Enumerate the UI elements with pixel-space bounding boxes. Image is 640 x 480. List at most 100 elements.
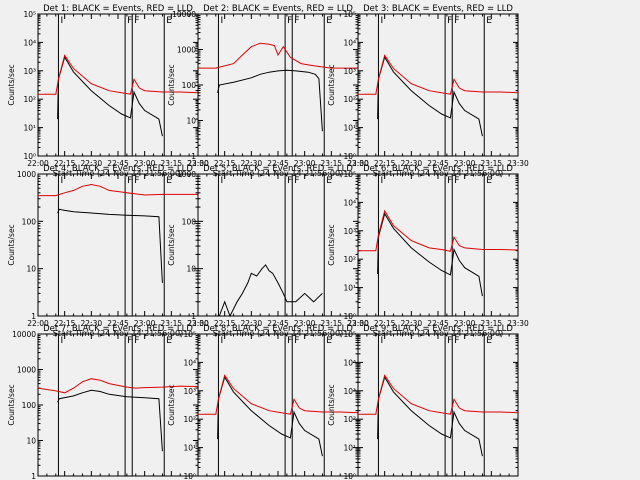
- y-tick-label: 1000: [17, 170, 36, 179]
- y-tick-label: 10⁰: [183, 472, 196, 480]
- chart-title: Det 6: BLACK = Events, RED = LLD: [363, 164, 513, 174]
- y-tick-label: 10³: [343, 387, 356, 396]
- x-tick-label: 23:30: [507, 159, 529, 168]
- y-tick-label: 10¹: [343, 124, 356, 133]
- y-axis-label: Counts/sec: [7, 224, 16, 265]
- y-axis-label: Counts/sec: [327, 224, 336, 265]
- y-tick-label: 10³: [343, 227, 356, 236]
- series-line-events: [57, 389, 163, 452]
- chart-title: Det 9: BLACK = Events, RED = LLD: [363, 324, 513, 334]
- x-tick-label: 23:15: [481, 159, 503, 168]
- y-tick-label: 10²: [343, 415, 356, 424]
- x-tick-label: 23:30: [187, 319, 209, 328]
- y-tick-label: 100: [22, 401, 37, 410]
- series-line-lld: [198, 42, 358, 69]
- series-line-events: [57, 208, 163, 283]
- series-line-events: [217, 69, 323, 132]
- y-tick-label: 10⁴: [343, 358, 356, 367]
- marker-label-e: E: [486, 16, 492, 26]
- y-axis-label: Counts/sec: [167, 224, 176, 265]
- y-tick-label: 10⁵: [343, 330, 356, 339]
- x-tick-label: 22:00: [347, 319, 369, 328]
- x-tick-label: 22:00: [27, 319, 49, 328]
- y-tick-label: 10⁴: [183, 358, 196, 367]
- y-axis-label: Counts/sec: [167, 64, 176, 105]
- y-tick-label: 10³: [343, 67, 356, 76]
- x-tick-label: 23:00: [294, 159, 316, 168]
- series-line-events: [218, 264, 323, 318]
- x-tick-label: 22:30: [401, 159, 423, 168]
- x-tick-label: 23:15: [321, 319, 343, 328]
- chart-panel-5: Det 5: BLACK = Events, RED = LLD 1 10 100 10…: [167, 164, 369, 338]
- y-tick-label: 10⁰: [343, 152, 356, 161]
- y-axis-label: Counts/sec: [7, 64, 16, 105]
- marker-label-f: F: [127, 16, 132, 26]
- marker-label-e: E: [166, 336, 172, 346]
- x-tick-label: 23:00: [134, 319, 156, 328]
- series-line-lld: [358, 54, 519, 95]
- y-tick-label: 1000: [177, 170, 196, 179]
- y-tick-label: 100: [22, 217, 37, 226]
- series-line-lld: [38, 54, 199, 95]
- series-line-events: [377, 55, 483, 137]
- chart-title: Det 2: BLACK = Events, RED = LLD: [203, 4, 353, 14]
- y-tick-label: 10⁴: [23, 38, 36, 47]
- x-tick-label: 22:30: [81, 319, 103, 328]
- x-tick-label: 23:30: [507, 319, 529, 328]
- series-line-events: [57, 55, 163, 137]
- marker-label-i: I: [60, 176, 63, 186]
- y-tick-label: 10⁵: [23, 10, 36, 19]
- y-axis-label: Counts/sec: [7, 384, 16, 425]
- x-tick-label: 22:45: [107, 319, 129, 328]
- marker-label-f: F: [294, 176, 299, 186]
- y-tick-label: 100: [182, 81, 197, 90]
- y-tick-label: 1: [31, 312, 36, 321]
- y-tick-label: 10¹: [23, 124, 36, 133]
- y-tick-label: 10³: [23, 67, 36, 76]
- marker-label-f: F: [127, 336, 132, 346]
- marker-label-f: F: [294, 336, 299, 346]
- y-tick-label: 1000: [177, 46, 196, 55]
- marker-label-e: E: [486, 336, 492, 346]
- y-tick-label: 10¹: [343, 444, 356, 453]
- y-tick-label: 10⁵: [183, 330, 196, 339]
- chart-title: Det 4: BLACK = Events, RED = LLD: [43, 164, 193, 174]
- series-line-lld: [38, 183, 198, 197]
- chart-panel-4: Det 4: BLACK = Events, RED = LLD 1 10 100 10…: [7, 164, 209, 338]
- series-line-events: [217, 375, 323, 457]
- x-tick-label: 23:30: [187, 159, 209, 168]
- x-tick-label: 22:30: [241, 159, 263, 168]
- chart-title: Det 7: BLACK = Events, RED = LLD: [43, 324, 193, 334]
- chart-panel-8: Det 8: BLACK = Events, RED = LLD 10⁰ 10¹ 10…: [167, 324, 369, 480]
- marker-label-i: I: [380, 336, 383, 346]
- x-tick-label: 22:45: [427, 319, 449, 328]
- series-line-events: [377, 375, 483, 457]
- marker-label-i: I: [220, 176, 223, 186]
- y-tick-label: 10⁴: [343, 198, 356, 207]
- x-tick-label: 23:30: [347, 159, 369, 168]
- marker-label-f: F: [454, 176, 459, 186]
- y-tick-label: 10²: [343, 95, 356, 104]
- plot-frame: [357, 13, 519, 157]
- y-axis-label: Counts/sec: [167, 384, 176, 425]
- y-tick-label: 10000: [12, 330, 36, 339]
- chart-panel-1: Det 1: BLACK = Events, RED = LLD 10⁰ 10¹ 10…: [7, 4, 209, 178]
- marker-label-i: I: [60, 336, 63, 346]
- y-axis-label: Counts/sec: [327, 384, 336, 425]
- y-tick-label: 10⁴: [343, 38, 356, 47]
- y-axis-label: Counts/sec: [327, 64, 336, 105]
- marker-label-i: I: [220, 336, 223, 346]
- x-tick-label: 22:15: [54, 159, 76, 168]
- y-tick-label: 10³: [183, 387, 196, 396]
- x-tick-label: 23:00: [294, 319, 316, 328]
- marker-label-e: E: [326, 16, 332, 26]
- y-tick-label: 10: [26, 437, 36, 446]
- x-tick-label: 22:15: [54, 319, 76, 328]
- series-line-events: [377, 212, 483, 297]
- marker-label-e: E: [486, 176, 492, 186]
- y-tick-label: 10: [186, 265, 196, 274]
- x-tick-label: 23:30: [347, 319, 369, 328]
- x-tick-label: 22:45: [267, 319, 289, 328]
- chart-title: Det 3: BLACK = Events, RED = LLD: [363, 4, 513, 14]
